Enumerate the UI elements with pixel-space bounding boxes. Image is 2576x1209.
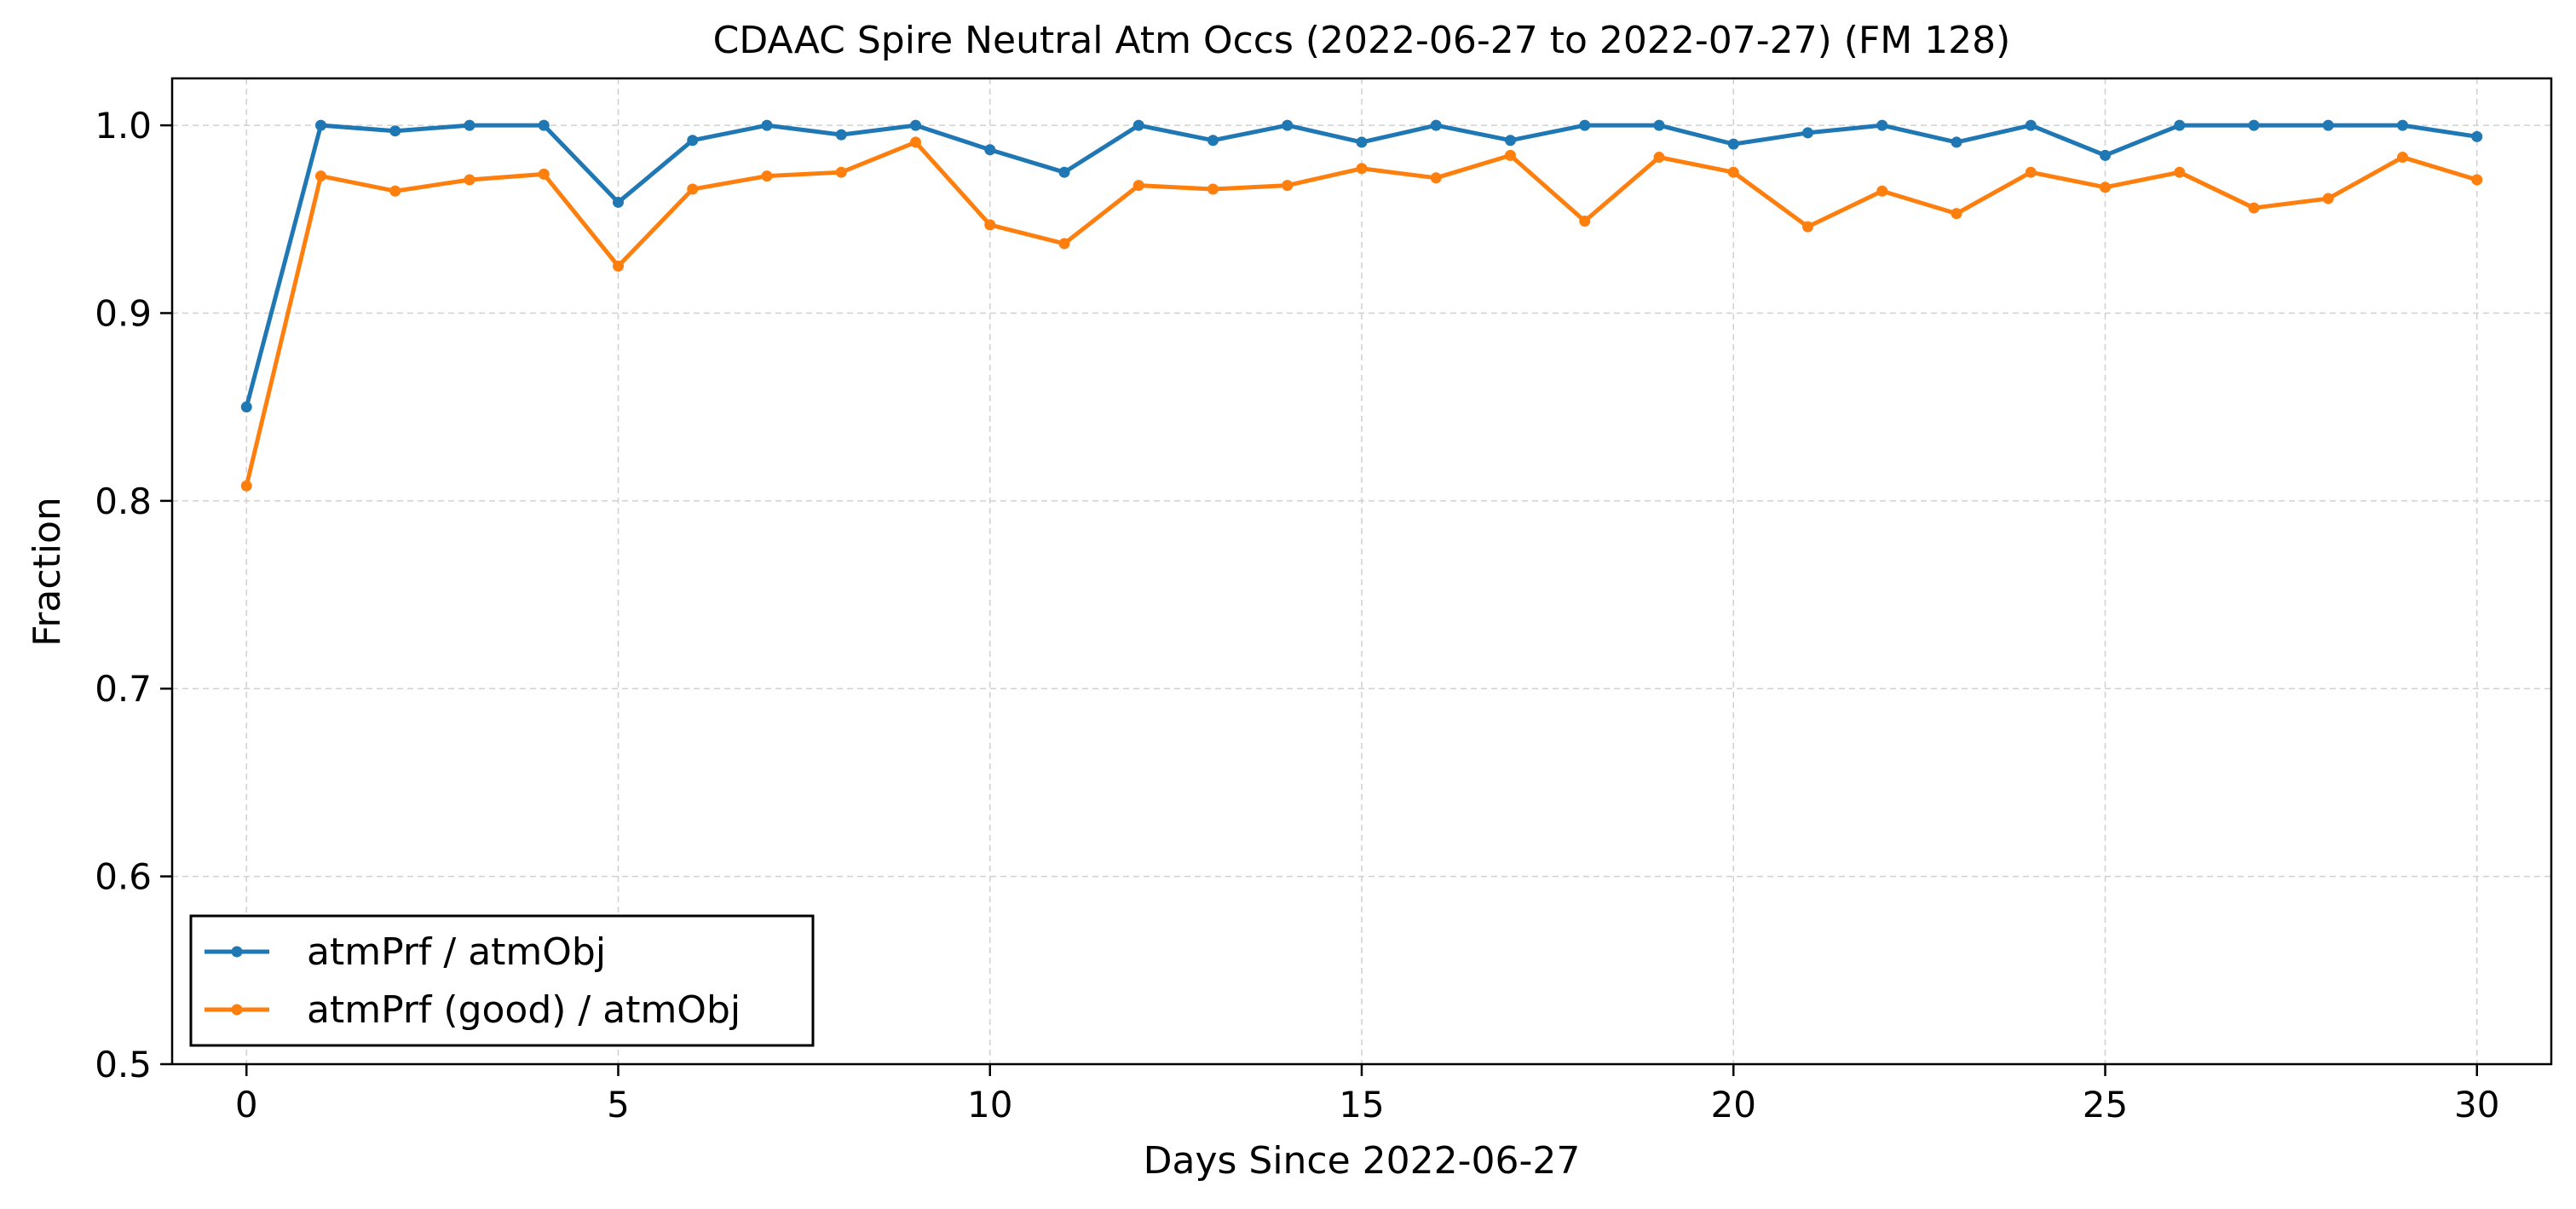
data-point [835, 166, 847, 178]
data-point [2471, 174, 2483, 186]
data-point [687, 135, 699, 147]
data-point [240, 480, 252, 492]
y-tick-label: 0.8 [95, 481, 152, 522]
x-tick-label: 20 [1711, 1084, 1756, 1126]
data-point [2471, 130, 2483, 142]
data-point [910, 119, 921, 131]
data-point [1951, 208, 1962, 220]
chart-title: CDAAC Spire Neutral Atm Occs (2022-06-27… [713, 19, 2011, 62]
data-point [2322, 119, 2334, 131]
data-point [1430, 172, 1442, 184]
data-point [835, 129, 847, 141]
series-1 [240, 119, 2483, 413]
legend-label: atmPrf / atmObj [307, 930, 606, 974]
legend-marker [231, 1004, 243, 1016]
x-tick-label: 25 [2083, 1084, 2128, 1126]
data-point [1132, 180, 1144, 192]
data-point [315, 119, 326, 131]
data-point [538, 119, 550, 131]
data-point [1430, 119, 1442, 131]
data-point [910, 136, 921, 148]
tick-layer: 0 5 10 15 20 25 30 0.5 0.6 0.7 0.8 0.9 1.0 [95, 105, 2499, 1126]
data-point [1727, 166, 1739, 178]
legend-item: atmPrf (good) / atmObj [205, 988, 741, 1032]
data-point [687, 183, 699, 195]
data-point [761, 170, 773, 182]
y-tick-label: 0.6 [95, 856, 152, 898]
legend: atmPrf / atmObj atmPrf (good) / atmObj [189, 914, 815, 1047]
data-point [2248, 119, 2260, 131]
data-point [538, 168, 550, 180]
data-point [2025, 119, 2037, 131]
data-point [2100, 181, 2111, 193]
data-point [389, 125, 401, 137]
legend-marker [231, 946, 243, 958]
data-point [464, 174, 475, 186]
data-point [464, 119, 475, 131]
data-point [1876, 185, 1888, 197]
data-point [1058, 238, 1070, 250]
x-tick-label: 10 [967, 1084, 1012, 1126]
data-point [613, 196, 624, 208]
legend-item: atmPrf / atmObj [205, 930, 606, 974]
y-tick-label: 1.0 [95, 105, 152, 147]
data-point [2025, 166, 2037, 178]
data-point [1356, 136, 1368, 148]
data-point [1207, 183, 1219, 195]
data-point [1802, 127, 1813, 139]
data-point [240, 401, 252, 413]
x-tick-label: 5 [607, 1084, 630, 1126]
y-axis-label: Fraction [26, 497, 69, 647]
data-point [1727, 138, 1739, 150]
data-point [1058, 166, 1070, 178]
data-point [1282, 180, 1294, 192]
data-point [2174, 119, 2186, 131]
data-point [315, 170, 326, 182]
data-point [984, 219, 996, 231]
y-tick-label: 0.7 [95, 668, 152, 710]
data-point [1505, 149, 1516, 161]
data-point [1653, 152, 1665, 164]
x-tick-label: 15 [1339, 1084, 1384, 1126]
legend-label: atmPrf (good) / atmObj [307, 988, 741, 1032]
data-point [1951, 136, 1962, 148]
data-point [1132, 119, 1144, 131]
data-point [1282, 119, 1294, 131]
series-layer [240, 119, 2483, 492]
x-tick-label: 30 [2454, 1084, 2499, 1126]
data-point [389, 185, 401, 197]
data-point [2397, 152, 2408, 164]
x-tick-label: 0 [235, 1084, 258, 1126]
series-2 [240, 136, 2483, 492]
data-point [1207, 135, 1219, 147]
data-point [1579, 215, 1591, 227]
data-point [1802, 221, 1813, 233]
data-point [761, 119, 773, 131]
data-point [2322, 193, 2334, 204]
data-point [984, 144, 996, 156]
data-point [2248, 202, 2260, 214]
y-tick-label: 0.9 [95, 292, 152, 334]
y-tick-label: 0.5 [95, 1044, 152, 1085]
data-point [1876, 119, 1888, 131]
data-point [2174, 166, 2186, 178]
data-point [2100, 149, 2111, 161]
data-point [1579, 119, 1591, 131]
x-axis-label: Days Since 2022-06-27 [1144, 1139, 1581, 1183]
data-point [1653, 119, 1665, 131]
data-point [1505, 135, 1516, 147]
data-point [613, 260, 624, 272]
data-point [2397, 119, 2408, 131]
legend-frame [189, 914, 815, 1047]
data-point [1356, 163, 1368, 175]
